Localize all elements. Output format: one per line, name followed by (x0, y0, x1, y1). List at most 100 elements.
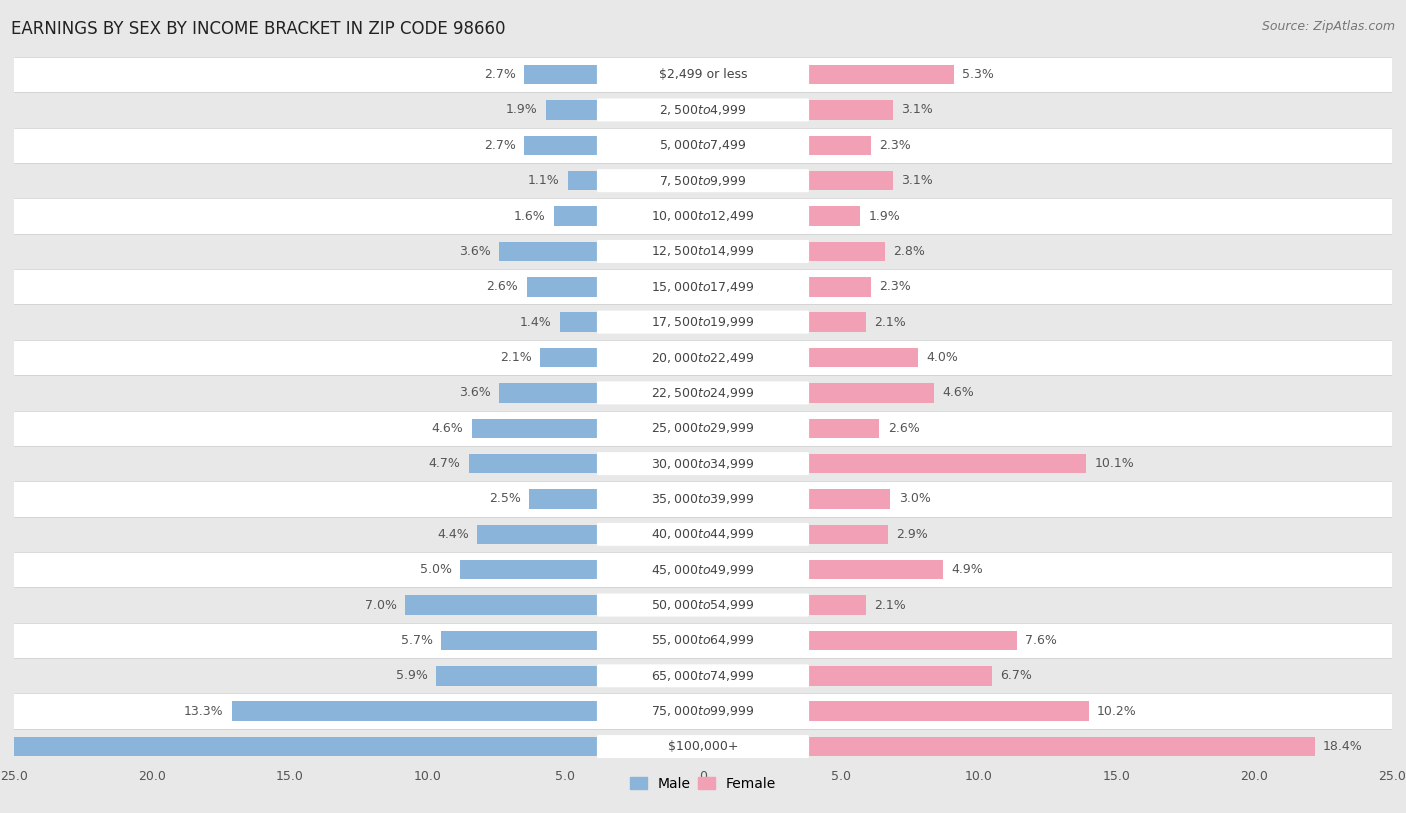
Bar (461, 560, 599, 580)
Text: $7,500 to $9,999: $7,500 to $9,999 (659, 174, 747, 188)
Text: 13.3%: 13.3% (184, 705, 224, 718)
Bar (807, 524, 887, 544)
Bar (405, 595, 599, 615)
Legend: Male, Female: Male, Female (624, 771, 782, 796)
Bar (807, 65, 953, 85)
Text: $25,000 to $29,999: $25,000 to $29,999 (651, 421, 755, 435)
Bar (14, 729, 1392, 764)
Text: 4.6%: 4.6% (943, 386, 974, 399)
Text: 1.9%: 1.9% (506, 103, 537, 116)
Text: 3.6%: 3.6% (458, 386, 491, 399)
Text: 1.9%: 1.9% (869, 210, 900, 223)
FancyBboxPatch shape (598, 169, 808, 192)
Text: 2.5%: 2.5% (489, 493, 522, 506)
Text: $100,000+: $100,000+ (668, 740, 738, 753)
Bar (232, 702, 599, 721)
Text: 3.0%: 3.0% (898, 493, 931, 506)
FancyBboxPatch shape (598, 240, 808, 263)
Text: 2.7%: 2.7% (484, 139, 516, 152)
Bar (807, 277, 872, 297)
Bar (14, 92, 1392, 128)
Text: 3.1%: 3.1% (901, 103, 934, 116)
Text: $50,000 to $54,999: $50,000 to $54,999 (651, 598, 755, 612)
Bar (499, 383, 599, 402)
Text: 2.9%: 2.9% (896, 528, 928, 541)
FancyBboxPatch shape (598, 700, 808, 723)
Text: 1.4%: 1.4% (520, 315, 551, 328)
Text: 7.0%: 7.0% (366, 598, 396, 611)
Bar (477, 524, 599, 544)
Bar (807, 666, 993, 685)
Bar (807, 383, 935, 402)
Bar (14, 269, 1392, 304)
Text: 2.3%: 2.3% (879, 139, 911, 152)
Text: 5.7%: 5.7% (401, 634, 433, 647)
Text: 18.4%: 18.4% (1323, 740, 1362, 753)
Bar (568, 171, 599, 190)
Bar (807, 348, 918, 367)
Text: $30,000 to $34,999: $30,000 to $34,999 (651, 457, 755, 471)
Bar (807, 419, 879, 438)
Text: $12,500 to $14,999: $12,500 to $14,999 (651, 245, 755, 259)
Bar (14, 481, 1392, 517)
Bar (807, 171, 893, 190)
FancyBboxPatch shape (598, 664, 808, 687)
Bar (807, 454, 1085, 473)
Bar (807, 560, 943, 580)
FancyBboxPatch shape (598, 452, 808, 475)
Text: 10.2%: 10.2% (1097, 705, 1137, 718)
Text: Source: ZipAtlas.com: Source: ZipAtlas.com (1261, 20, 1395, 33)
Text: 5.0%: 5.0% (420, 563, 453, 576)
FancyBboxPatch shape (598, 134, 808, 157)
Bar (807, 737, 1315, 756)
FancyBboxPatch shape (598, 381, 808, 404)
Text: 4.7%: 4.7% (429, 457, 461, 470)
Text: $2,500 to $4,999: $2,500 to $4,999 (659, 103, 747, 117)
Bar (14, 623, 1392, 658)
Text: 2.1%: 2.1% (501, 351, 531, 364)
Bar (14, 304, 1392, 340)
Text: 6.7%: 6.7% (1001, 669, 1032, 682)
Text: EARNINGS BY SEX BY INCOME BRACKET IN ZIP CODE 98660: EARNINGS BY SEX BY INCOME BRACKET IN ZIP… (11, 20, 506, 38)
FancyBboxPatch shape (598, 311, 808, 333)
Text: $2,499 or less: $2,499 or less (659, 68, 747, 81)
Bar (468, 454, 599, 473)
Bar (14, 552, 1392, 587)
Text: 3.1%: 3.1% (901, 174, 934, 187)
Bar (14, 128, 1392, 163)
Bar (807, 595, 866, 615)
Bar (14, 411, 1392, 446)
Bar (524, 136, 599, 155)
Text: 7.6%: 7.6% (1025, 634, 1057, 647)
Bar (14, 340, 1392, 375)
Text: 4.4%: 4.4% (437, 528, 468, 541)
Text: 5.3%: 5.3% (962, 68, 994, 81)
FancyBboxPatch shape (598, 276, 808, 298)
Text: 10.1%: 10.1% (1094, 457, 1135, 470)
Bar (0, 737, 599, 756)
Bar (14, 198, 1392, 233)
Bar (14, 375, 1392, 411)
FancyBboxPatch shape (598, 417, 808, 440)
Bar (560, 312, 599, 332)
FancyBboxPatch shape (598, 98, 808, 121)
Text: $65,000 to $74,999: $65,000 to $74,999 (651, 669, 755, 683)
Bar (14, 587, 1392, 623)
Text: 3.6%: 3.6% (458, 245, 491, 258)
FancyBboxPatch shape (598, 205, 808, 228)
FancyBboxPatch shape (598, 629, 808, 652)
Bar (554, 207, 599, 226)
Text: 1.6%: 1.6% (515, 210, 546, 223)
FancyBboxPatch shape (598, 488, 808, 511)
Bar (14, 163, 1392, 198)
Text: 2.1%: 2.1% (875, 315, 905, 328)
Bar (524, 65, 599, 85)
Text: $35,000 to $39,999: $35,000 to $39,999 (651, 492, 755, 506)
Text: 2.1%: 2.1% (875, 598, 905, 611)
Bar (807, 136, 872, 155)
Text: 4.9%: 4.9% (950, 563, 983, 576)
Bar (441, 631, 599, 650)
Text: $15,000 to $17,499: $15,000 to $17,499 (651, 280, 755, 293)
Bar (807, 489, 890, 509)
Bar (14, 517, 1392, 552)
